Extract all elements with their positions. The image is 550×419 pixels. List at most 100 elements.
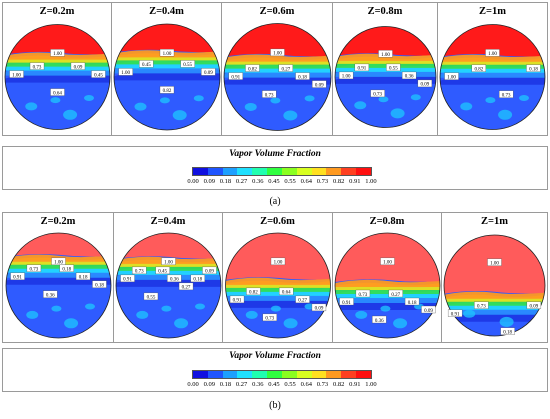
panel-a-legend: Vapor Volume Fraction 0.00 0.09 0.18 0.27 0.… [2, 146, 548, 190]
vapor-bubble [355, 310, 368, 319]
svg-text:0.36: 0.36 [46, 294, 55, 299]
svg-text:0.73: 0.73 [265, 317, 274, 322]
disk-outline [443, 234, 546, 337]
panel-a-cell-1: Z=0.2m 1.00 1.00 0.73 0.64 0.09 0.45 [3, 3, 112, 135]
svg-text:1.00: 1.00 [490, 262, 499, 267]
legend-swatch [341, 168, 357, 175]
interface-band [335, 279, 440, 287]
contour-label: 0.27 [295, 295, 310, 304]
legend-swatch [252, 371, 268, 378]
contour-label: 0.09 [311, 303, 327, 312]
svg-text:0.09: 0.09 [424, 309, 433, 314]
z-label: Z=0.4m [149, 6, 184, 17]
z-label: Z=0.8m [367, 6, 403, 17]
svg-text:0.27: 0.27 [281, 67, 290, 72]
vapor-bubble [463, 309, 476, 318]
panel-a-cell-5: Z=1m 1.00 1.00 0.82 0.73 0.18 [438, 3, 547, 135]
z-label: Z=0.2m [39, 6, 75, 17]
contour-disk: 1.00 0.910.73 0.55 0.450.360.270.180.09 [115, 232, 222, 339]
svg-text:0.09: 0.09 [204, 71, 213, 76]
vapor-bubble [283, 110, 298, 121]
vapor-bubble [380, 305, 391, 312]
contour-label: 0.09 [421, 305, 436, 314]
contour-label: 0.73 [262, 313, 277, 322]
legend-swatch [326, 168, 342, 175]
legend-swatch [193, 371, 208, 378]
panel-b-legend: Vapor Volume Fraction 0.00 0.09 0.18 0.27 0.… [2, 348, 548, 392]
contour-label: 0.82 [245, 64, 260, 72]
legend-tick-label: 0.27 [235, 381, 248, 388]
contour-label: 0.27 [178, 282, 194, 291]
contour-label: 0.27 [278, 64, 293, 72]
z-label: Z=0.4m [150, 216, 186, 227]
legend-tick-label: 0.36 [252, 381, 264, 388]
legend-tick-label: 0.64 [300, 178, 312, 185]
contour-label: 0.09 [312, 80, 327, 88]
disk-outline [4, 24, 111, 130]
svg-text:0.36: 0.36 [405, 75, 414, 80]
svg-text:1.00: 1.00 [381, 53, 390, 58]
svg-text:1.00: 1.00 [54, 261, 63, 266]
svg-text:0.45: 0.45 [142, 63, 151, 68]
contour-label: 1.00 [51, 257, 66, 266]
legend-tick-label: 1.00 [365, 381, 377, 388]
disk-outline [113, 23, 221, 131]
vapor-bubble [270, 305, 281, 312]
legend-tick-label: 0.91 [349, 381, 361, 388]
contour-label: 0.45 [91, 70, 106, 78]
svg-text:0.18: 0.18 [62, 268, 71, 273]
vapor-bubble [136, 310, 149, 319]
svg-text:0.36: 0.36 [375, 319, 384, 324]
legend-tick-label: 0.64 [300, 381, 312, 388]
vapor-bubble [64, 318, 79, 329]
contour-disk: 1.00 1.00 0.82 0.73 0.18 [439, 24, 546, 130]
legend-swatch [222, 168, 238, 175]
legend-swatch [252, 168, 268, 175]
legend-swatch [356, 168, 371, 175]
legend-ticks: 0.00 0.09 0.18 0.27 0.36 0.45 0.55 0.64 0.73 0.82… [185, 381, 379, 388]
legend-tick-label: 0.82 [332, 178, 345, 185]
legend-color-bar [192, 370, 372, 379]
legend-tick-label: 0.00 [187, 178, 199, 185]
svg-text:1.00: 1.00 [12, 73, 21, 78]
vapor-bubble [50, 97, 61, 104]
contour-label: 0.18 [500, 327, 515, 336]
svg-text:0.09: 0.09 [74, 65, 83, 70]
vapor-bubble [63, 109, 78, 120]
contour-disk: 1.00 1.00 0.91 0.73 0.55 0.36 0.09 [334, 26, 437, 128]
caption-a: (a) [269, 196, 281, 207]
contour-label: 0.73 [26, 264, 42, 273]
svg-text:0.18: 0.18 [79, 276, 88, 281]
legend-ticks: 0.00 0.09 0.18 0.27 0.36 0.45 0.55 0.64 0.73 0.82… [185, 178, 379, 185]
legend-color-bar [192, 167, 372, 176]
svg-text:0.91: 0.91 [357, 67, 366, 72]
caption-b: (b) [269, 400, 281, 411]
svg-text:0.09: 0.09 [315, 307, 324, 312]
svg-text:0.91: 0.91 [451, 313, 460, 318]
panel-a-cell-3: Z=0.6m 1.00 0.91 0.82 0.73 0.27 0.18 0.09 [222, 3, 333, 135]
contour-label: 0.64 [279, 287, 294, 296]
svg-text:1.00: 1.00 [447, 76, 456, 81]
panel-b-cell-4: Z=0.8m 1.00 0.91 0.73 0.36 0.27 0.18 0.09 [333, 213, 442, 342]
contour-label: 0.09 [202, 266, 217, 275]
contour-label: 0.73 [132, 266, 147, 275]
legend-swatch [311, 168, 327, 175]
contour-disk: 1.00 0.91 0.73 0.18 0.09 [443, 234, 546, 337]
interface-band [444, 291, 545, 299]
legend-tick-label: 0.45 [268, 381, 280, 388]
svg-text:1.00: 1.00 [53, 52, 62, 57]
legend-swatch [237, 168, 253, 175]
svg-text:0.09: 0.09 [421, 83, 430, 88]
svg-text:1.00: 1.00 [274, 261, 283, 266]
contour-label: 0.73 [355, 289, 371, 298]
svg-text:0.18: 0.18 [95, 284, 104, 289]
vapor-bubble [354, 101, 367, 110]
contour-label: 1.00 [270, 48, 285, 57]
svg-text:0.45: 0.45 [158, 270, 167, 275]
contour-label: 0.73 [29, 62, 45, 70]
legend-swatch [207, 168, 223, 175]
contour-disk: 1.00 1.00 0.45 0.82 0.55 0.09 [113, 23, 221, 131]
contour-label: 0.36 [401, 71, 417, 80]
contour-label: 1.00 [487, 258, 502, 267]
vapor-bubble [244, 102, 257, 111]
